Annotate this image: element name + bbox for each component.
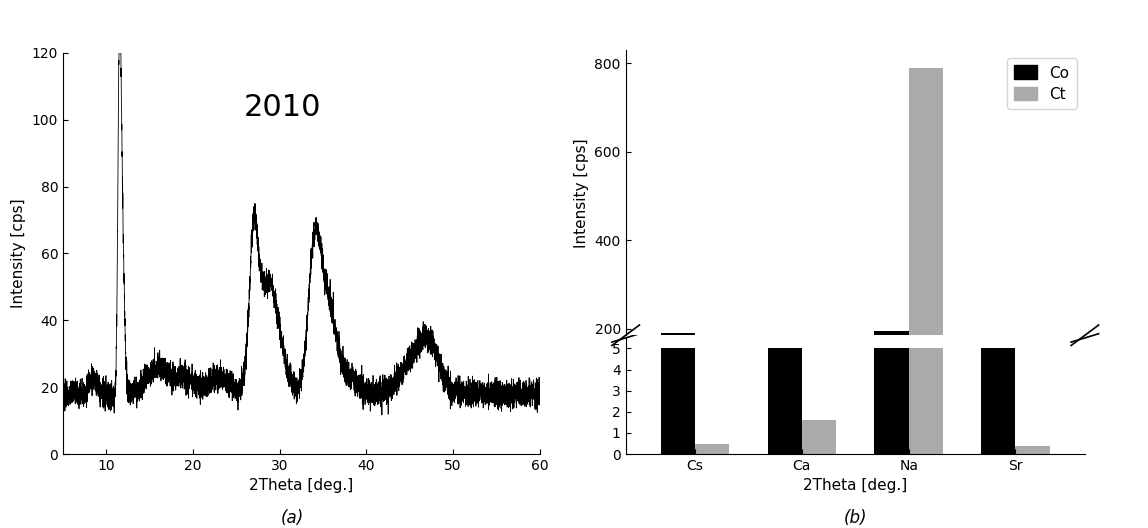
Bar <box>875 348 909 454</box>
Bar <box>801 420 836 454</box>
Text: (a): (a) <box>281 508 304 527</box>
Bar <box>1016 446 1049 454</box>
Bar <box>875 331 909 417</box>
Bar <box>695 444 729 454</box>
Bar <box>909 68 943 417</box>
X-axis label: 2Theta [deg.]: 2Theta [deg.] <box>249 478 354 494</box>
X-axis label: 2Theta [deg.]: 2Theta [deg.] <box>804 478 907 494</box>
Bar <box>661 333 695 417</box>
Y-axis label: Intensity [cps]: Intensity [cps] <box>574 138 589 248</box>
Bar <box>661 348 695 454</box>
Text: (b): (b) <box>844 508 867 527</box>
Bar <box>768 348 801 454</box>
Bar <box>982 335 1016 417</box>
Y-axis label: Intensity [cps]: Intensity [cps] <box>11 199 26 308</box>
Legend: Co, Ct: Co, Ct <box>1007 58 1077 109</box>
Bar <box>909 348 943 454</box>
Bar <box>982 348 1016 454</box>
Text: 2010: 2010 <box>245 93 321 122</box>
Bar <box>768 342 801 417</box>
